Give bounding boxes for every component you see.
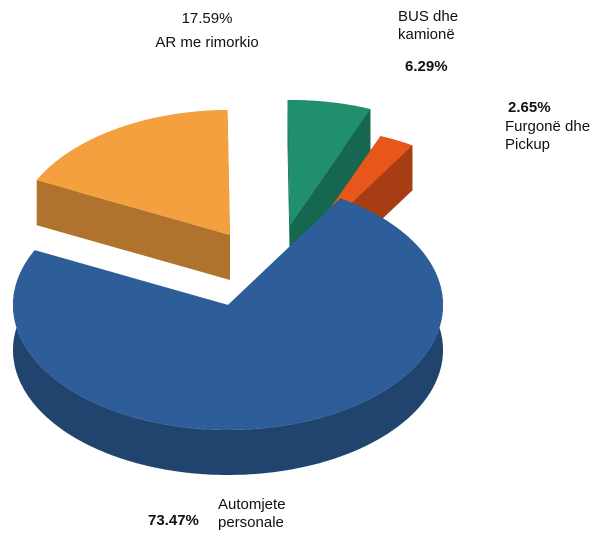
slice: [13, 198, 443, 430]
slice: [36, 110, 230, 235]
value-label: 6.29%: [405, 58, 448, 75]
value-label: 73.47%: [148, 512, 199, 529]
slice-side: [36, 180, 230, 280]
category-label: BUS dhe kamionë: [398, 8, 459, 43]
category-label: Automjete personale: [218, 496, 286, 531]
category-label: Furgonë dhe Pickup: [505, 118, 591, 153]
value-label: 17.59%: [181, 10, 233, 27]
slice: [287, 100, 371, 225]
value-label: 2.65%: [508, 99, 551, 116]
category-label: AR me rimorkio: [155, 34, 259, 51]
